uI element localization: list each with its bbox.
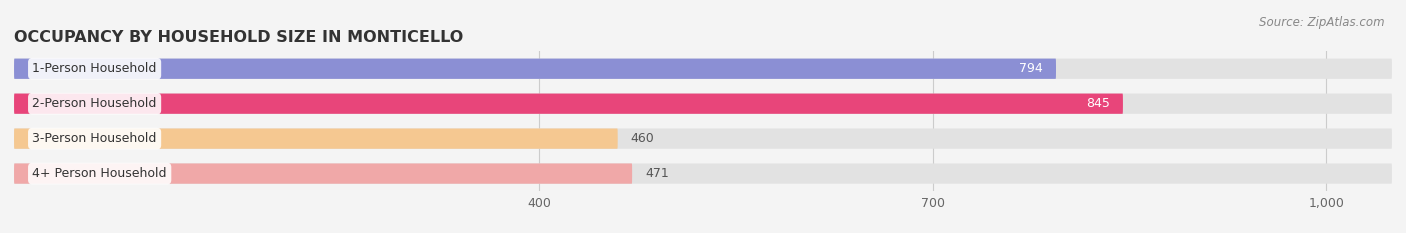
Text: 845: 845	[1085, 97, 1109, 110]
FancyBboxPatch shape	[14, 59, 1056, 79]
Text: OCCUPANCY BY HOUSEHOLD SIZE IN MONTICELLO: OCCUPANCY BY HOUSEHOLD SIZE IN MONTICELL…	[14, 30, 464, 45]
FancyBboxPatch shape	[14, 59, 1392, 79]
Text: 1-Person Household: 1-Person Household	[32, 62, 157, 75]
FancyBboxPatch shape	[14, 164, 633, 184]
Text: 3-Person Household: 3-Person Household	[32, 132, 157, 145]
FancyBboxPatch shape	[14, 129, 1392, 149]
Text: 471: 471	[645, 167, 669, 180]
Text: 2-Person Household: 2-Person Household	[32, 97, 157, 110]
Text: 460: 460	[631, 132, 655, 145]
FancyBboxPatch shape	[14, 164, 1392, 184]
FancyBboxPatch shape	[14, 93, 1392, 114]
Text: 4+ Person Household: 4+ Person Household	[32, 167, 167, 180]
FancyBboxPatch shape	[14, 93, 1123, 114]
Text: 794: 794	[1019, 62, 1043, 75]
Text: Source: ZipAtlas.com: Source: ZipAtlas.com	[1260, 16, 1385, 29]
FancyBboxPatch shape	[14, 129, 617, 149]
